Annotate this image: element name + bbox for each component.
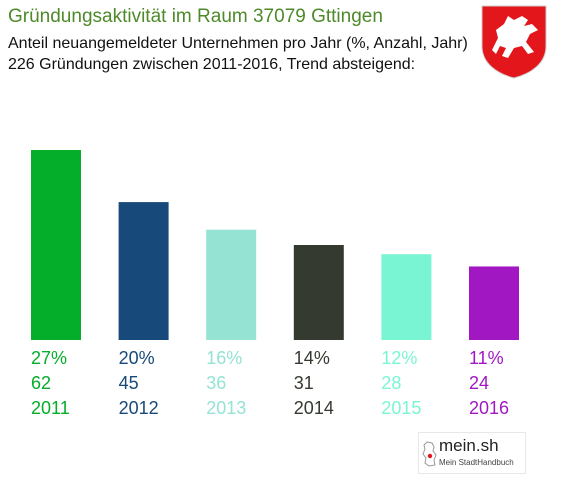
percent-label-2015: 12%: [381, 348, 417, 368]
mein-sh-logo[interactable]: mein.sh Mein StadtHandbuch: [418, 432, 526, 474]
count-label-2012: 45: [119, 373, 139, 393]
logo-text: mein.sh: [439, 436, 499, 455]
bar-2011: [31, 150, 81, 340]
year-label-2011: 2011: [31, 398, 70, 418]
count-label-2013: 36: [206, 373, 226, 393]
count-label-2015: 28: [381, 373, 401, 393]
percent-label-2012: 20%: [119, 348, 155, 368]
year-label-2016: 2016: [469, 398, 509, 418]
bar-2015: [381, 254, 432, 340]
year-label-2013: 2013: [206, 398, 246, 418]
germany-map-logo-icon: [422, 441, 437, 467]
lower-saxony-horse-crest-icon: [481, 5, 547, 79]
bar-2013: [206, 229, 257, 340]
chart-subtitle-line-2: 226 Gründungen zwischen 2011-2016, Trend…: [8, 56, 416, 73]
percent-label-2011: 27%: [31, 348, 67, 368]
count-label-2016: 24: [469, 373, 489, 393]
year-label-2012: 2012: [119, 398, 159, 418]
percent-label-2014: 14%: [294, 348, 330, 368]
year-label-2014: 2014: [294, 398, 334, 418]
percent-label-2013: 16%: [206, 348, 242, 368]
bar-2012: [118, 202, 169, 340]
bar-2014: [293, 245, 344, 340]
percent-label-2016: 11%: [469, 348, 504, 368]
bar-2016: [469, 266, 519, 340]
chart-title: Gründungsaktivität im Raum 37079 Gttinge…: [8, 6, 383, 27]
count-label-2014: 31: [294, 373, 314, 393]
logo-subtext: Mein StadtHandbuch: [439, 458, 514, 467]
count-label-2011: 62: [31, 373, 51, 393]
chart-subtitle-line-1: Anteil neuangemeldeter Unternehmen pro J…: [8, 35, 468, 52]
year-label-2015: 2015: [381, 398, 421, 418]
